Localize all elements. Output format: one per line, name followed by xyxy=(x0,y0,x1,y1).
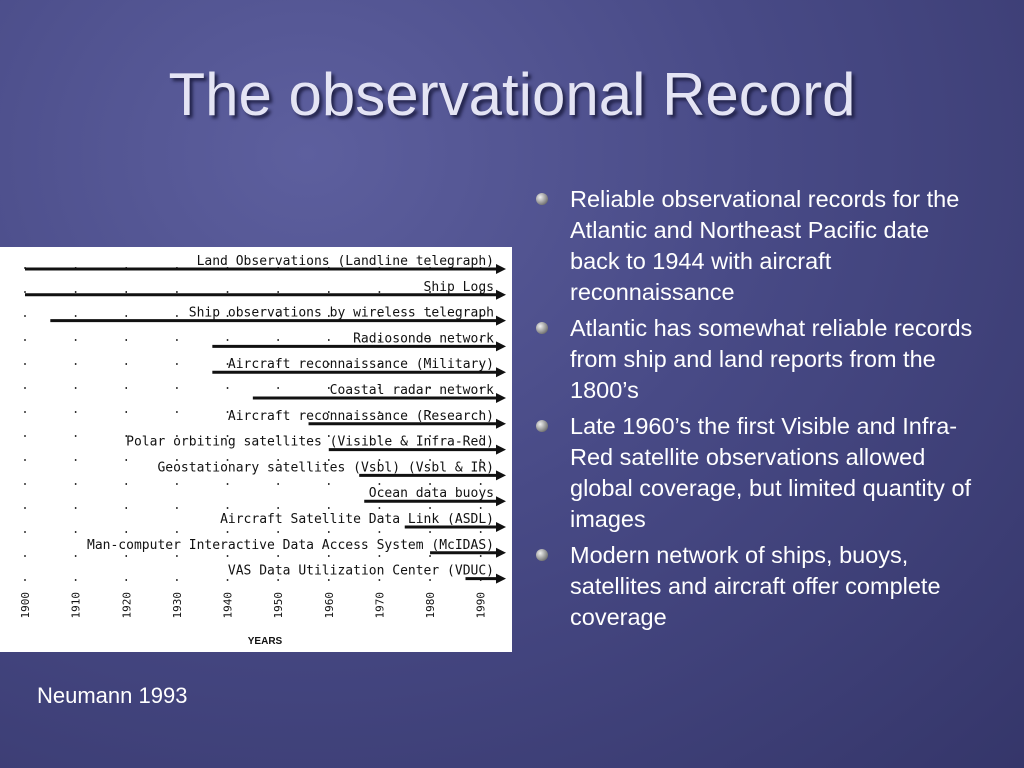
arrow-head xyxy=(496,522,506,532)
x-tick-label: 1940 xyxy=(222,592,235,619)
row-label: Ship observations by wireless telegraph xyxy=(189,306,494,321)
row-label: Polar orbiting satellites (Visible & Inf… xyxy=(126,435,494,450)
row-label: Radiosonde network xyxy=(353,331,494,346)
x-tick-label: 1920 xyxy=(120,592,133,619)
row-label: Ocean data buoys xyxy=(369,486,494,501)
x-tick-label: 1900 xyxy=(19,592,32,619)
x-tick-label: 1960 xyxy=(323,592,336,619)
x-tick-label: 1970 xyxy=(373,592,386,619)
bullet-icon xyxy=(536,549,548,561)
arrow-head xyxy=(496,470,506,481)
row-label: Aircraft reconnaissance (Research) xyxy=(228,409,494,424)
bullet-text: Reliable observational records for the A… xyxy=(570,186,960,305)
row-label: Geostationary satellites (Vsbl) (Vsbl & … xyxy=(157,460,494,475)
bullet-text: Late 1960’s the first Visible and Infra-… xyxy=(570,413,972,532)
x-tick-label: 1950 xyxy=(272,592,285,619)
bullet-item: Reliable observational records for the A… xyxy=(534,184,974,308)
arrow-head xyxy=(496,367,506,378)
bullet-text: Atlantic has somewhat reliable records f… xyxy=(570,315,973,403)
row-label: Man-computer Interactive Data Access Sys… xyxy=(87,538,494,553)
bullet-item: Modern network of ships, buoys, satellit… xyxy=(534,540,974,633)
row-label: Aircraft reconnaissance (Military) xyxy=(228,357,494,372)
bullet-item: Atlantic has somewhat reliable records f… xyxy=(534,313,974,406)
x-tick-label: 1930 xyxy=(171,592,184,619)
x-tick-label: 1990 xyxy=(475,592,488,619)
x-tick-label: 1910 xyxy=(70,592,83,619)
bullet-list: Reliable observational records for the A… xyxy=(534,184,974,638)
caption: Neumann 1993 xyxy=(37,683,188,708)
row-label: Coastal radar network xyxy=(330,383,495,398)
arrow-head xyxy=(496,315,506,326)
timeline-figure: 1900 1910 1920 1930 1940 1950 1960 1970 1980 1990… xyxy=(0,247,512,652)
arrow-head xyxy=(496,418,506,429)
row-label: Aircraft Satellite Data Link (ASDL) xyxy=(220,512,494,527)
x-axis-label: YEARS xyxy=(248,636,283,647)
arrow-head xyxy=(496,393,506,403)
arrow-head xyxy=(496,341,506,352)
arrow-head xyxy=(496,264,506,274)
arrow-head xyxy=(496,573,506,584)
arrow-head xyxy=(496,289,506,300)
bullet-icon xyxy=(536,322,548,334)
arrow-head xyxy=(496,547,506,558)
row-label: Land Observations (Landline telegraph) xyxy=(197,254,494,269)
slide-title: The observational Record xyxy=(168,61,856,128)
row-label: Ship Logs xyxy=(424,280,494,295)
x-tick-label: 1980 xyxy=(424,592,437,619)
bullet-icon xyxy=(536,420,548,432)
arrow-head xyxy=(496,496,506,507)
bullet-item: Late 1960’s the first Visible and Infra-… xyxy=(534,411,974,535)
row-label: VAS Data Utilization Center (VDUC) xyxy=(228,564,494,579)
bullet-icon xyxy=(536,193,548,205)
arrow-head xyxy=(496,444,506,455)
bullet-text: Modern network of ships, buoys, satellit… xyxy=(570,542,941,630)
